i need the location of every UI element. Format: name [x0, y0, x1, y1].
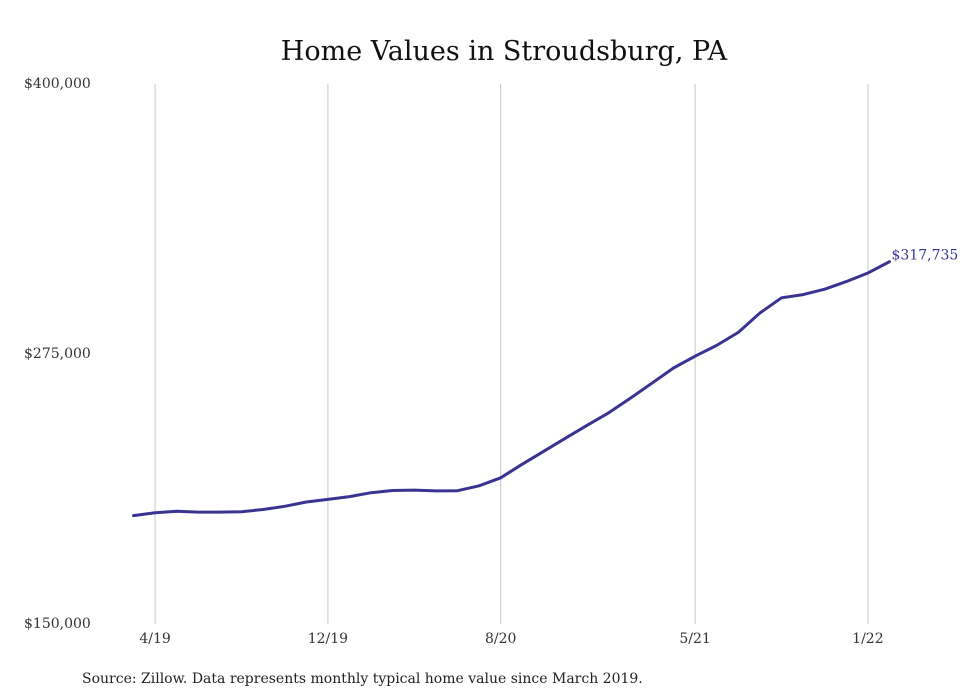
x-tick-label-1: 12/19	[308, 631, 348, 647]
y-tick-label-150000: $150,000	[24, 616, 91, 632]
x-tick-label-4: 1/22	[852, 631, 883, 647]
y-tick-label-400000: $400,000	[24, 76, 91, 92]
grid-lines	[154, 84, 869, 624]
chart-title: Home Values in Stroudsburg, PA	[281, 36, 728, 67]
y-tick-label-275000: $275,000	[24, 346, 91, 362]
source-note: Source: Zillow. Data represents monthly …	[82, 671, 643, 687]
series-line-home-value	[132, 260, 891, 518]
x-tick-label-0: 4/19	[139, 631, 170, 647]
x-axis-ticks: 4/19 12/19 8/20 5/21 1/22	[139, 631, 883, 647]
x-tick-label-3: 5/21	[679, 631, 710, 647]
end-value-label: $317,735	[892, 248, 959, 264]
x-tick-label-2: 8/20	[485, 631, 516, 647]
